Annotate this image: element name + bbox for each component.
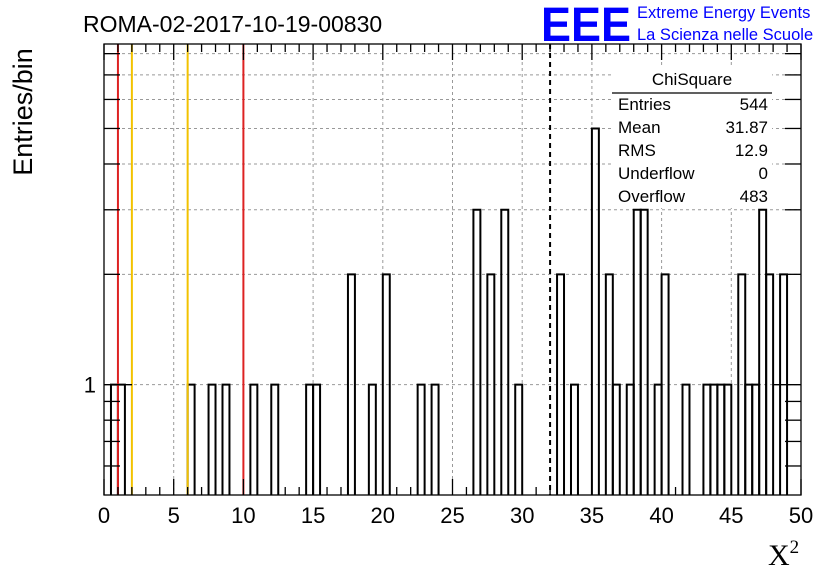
x-tick-label: 15 <box>301 503 325 528</box>
histogram-bin <box>709 383 719 495</box>
x-tick-label: 35 <box>580 503 604 528</box>
stats-value: 31.87 <box>725 118 768 137</box>
histogram-bin <box>632 208 642 495</box>
x-tick-label: 10 <box>231 503 255 528</box>
histogram-bin <box>312 383 322 495</box>
histogram-bin <box>367 383 377 495</box>
x-tick-label: 25 <box>440 503 464 528</box>
stats-label: Mean <box>618 118 661 137</box>
stats-value: 0 <box>759 164 768 183</box>
stats-rows: Entries 544 Mean 31.87 RMS 12.9 Underflow 0 Over… <box>618 95 768 206</box>
x-axis-label: X2 <box>768 537 799 572</box>
histogram-bin <box>611 383 621 495</box>
histogram-bin <box>270 383 280 495</box>
histogram-bin <box>207 383 217 495</box>
x-axis-label-base: X <box>768 539 790 572</box>
stats-value: 12.9 <box>735 141 768 160</box>
stats-label: Entries <box>618 95 671 114</box>
histogram-bin <box>569 383 579 495</box>
x-tick-label: 30 <box>510 503 534 528</box>
axis-ticks <box>103 44 802 495</box>
stats-value: 544 <box>740 95 768 114</box>
histogram-bin <box>758 208 768 495</box>
histogram-bin <box>381 273 391 495</box>
logo-line-2: La Scienza nelle Scuole <box>637 26 813 44</box>
histogram-bin <box>751 383 761 495</box>
stats-box-background <box>612 68 772 208</box>
stats-value: 483 <box>740 187 768 206</box>
x-tick-label: 40 <box>649 503 673 528</box>
y-tick-label: 1 <box>84 373 96 398</box>
histogram-bin <box>486 273 496 495</box>
histogram-bin <box>186 383 196 495</box>
x-axis-label-sup: 2 <box>790 537 800 558</box>
y-axis-label: Entries/bin <box>8 48 38 176</box>
histogram-bin <box>716 383 726 495</box>
histogram-bin <box>639 208 649 495</box>
histogram-bin <box>500 208 510 495</box>
histogram-bin <box>249 383 259 495</box>
histogram-bin <box>702 383 712 495</box>
histogram-bin <box>653 383 663 495</box>
histogram-bin <box>514 383 524 495</box>
histogram-bin <box>472 208 482 495</box>
marker-lines <box>116 44 552 495</box>
histogram-bars <box>109 127 789 495</box>
chart-title: ROMA-02-2017-10-19-00830 <box>83 11 382 37</box>
eee-logo: EEE Extreme Energy Events La Scienza nel… <box>541 0 813 52</box>
histogram-bin <box>723 383 733 495</box>
histogram-bin <box>416 383 426 495</box>
stats-label: RMS <box>618 141 656 160</box>
histogram-bin <box>430 383 440 495</box>
logo-mark: EEE <box>541 0 631 52</box>
x-tick-label: 20 <box>371 503 395 528</box>
stats-label: Underflow <box>618 164 695 183</box>
histogram-bin <box>221 383 231 495</box>
histogram-bin <box>744 383 754 495</box>
x-tick-label: 50 <box>789 503 813 528</box>
x-tick-labels: 0 5 10 15 20 25 30 35 40 45 50 <box>98 503 813 528</box>
x-tick-label: 5 <box>168 503 180 528</box>
logo-line-1: Extreme Energy Events <box>637 4 810 22</box>
stats-box: ChiSquare Entries 544 Mean 31.87 RMS 12.9 Unde… <box>612 68 772 208</box>
stats-label: Overflow <box>618 187 686 206</box>
x-tick-label: 0 <box>98 503 110 528</box>
histogram-bin <box>305 383 315 495</box>
histogram-bin <box>556 273 566 495</box>
histogram-bin <box>660 273 670 495</box>
histogram-bin <box>346 273 356 495</box>
histogram-bin <box>681 383 691 495</box>
histogram-bin <box>625 383 635 495</box>
x-tick-label: 45 <box>719 503 743 528</box>
histogram-bin <box>590 127 600 495</box>
stats-box-title: ChiSquare <box>652 70 732 89</box>
